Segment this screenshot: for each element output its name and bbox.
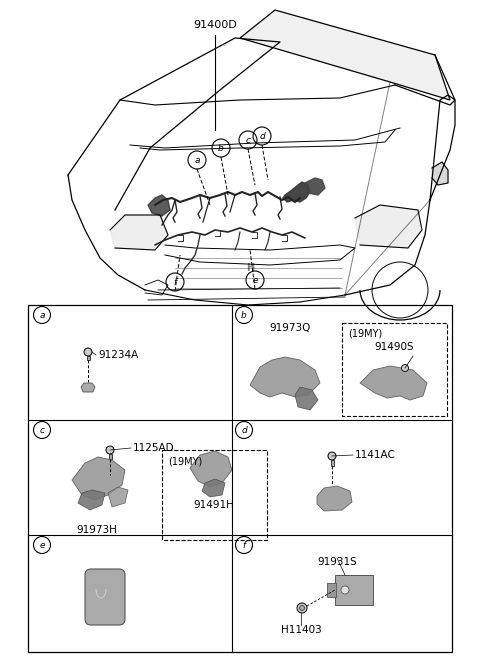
Text: 91490S: 91490S: [374, 342, 414, 352]
Text: 1125AD: 1125AD: [133, 443, 175, 453]
Text: d: d: [241, 426, 247, 435]
Text: 91400D: 91400D: [193, 20, 237, 30]
Circle shape: [84, 348, 92, 356]
Polygon shape: [110, 215, 168, 250]
Polygon shape: [81, 383, 95, 392]
Text: 91234A: 91234A: [98, 350, 138, 360]
Bar: [331, 460, 334, 466]
Text: e: e: [39, 541, 45, 550]
Circle shape: [106, 446, 114, 454]
Bar: [108, 454, 111, 459]
Text: H: H: [246, 263, 254, 273]
Polygon shape: [295, 387, 318, 410]
Polygon shape: [432, 162, 448, 185]
Text: f: f: [242, 541, 246, 550]
Text: -: -: [221, 35, 228, 54]
Polygon shape: [202, 479, 225, 497]
FancyBboxPatch shape: [85, 569, 125, 625]
Polygon shape: [250, 357, 320, 397]
Text: d: d: [259, 132, 265, 141]
Bar: [86, 356, 89, 360]
Text: (19MY): (19MY): [168, 456, 202, 466]
Polygon shape: [283, 182, 310, 202]
Text: (19MY): (19MY): [348, 329, 382, 339]
Text: f: f: [173, 278, 177, 287]
Text: 91973H: 91973H: [77, 525, 118, 535]
Text: a: a: [39, 311, 45, 320]
Polygon shape: [190, 451, 232, 487]
Text: b: b: [241, 311, 247, 320]
Circle shape: [297, 603, 307, 613]
Polygon shape: [108, 487, 128, 507]
Bar: [327, 583, 336, 597]
Text: c: c: [39, 426, 45, 435]
Polygon shape: [78, 490, 105, 510]
Circle shape: [328, 452, 336, 460]
Text: b: b: [218, 144, 224, 153]
Circle shape: [300, 605, 304, 611]
Text: e: e: [252, 276, 258, 285]
Text: a: a: [194, 156, 200, 165]
Polygon shape: [240, 10, 450, 100]
Text: H11403: H11403: [281, 625, 322, 635]
Circle shape: [401, 365, 408, 371]
Polygon shape: [355, 205, 422, 248]
Polygon shape: [317, 486, 352, 511]
Text: c: c: [245, 136, 251, 145]
Polygon shape: [305, 178, 325, 195]
Polygon shape: [72, 457, 125, 500]
Polygon shape: [360, 366, 427, 400]
Circle shape: [341, 586, 349, 594]
Bar: [335, 575, 373, 605]
Bar: [28, 305, 452, 652]
Text: 91491H: 91491H: [193, 500, 234, 510]
Text: 1141AC: 1141AC: [355, 450, 396, 460]
Polygon shape: [148, 195, 170, 216]
Text: 91931S: 91931S: [317, 557, 357, 567]
Text: 91973Q: 91973Q: [269, 323, 311, 333]
